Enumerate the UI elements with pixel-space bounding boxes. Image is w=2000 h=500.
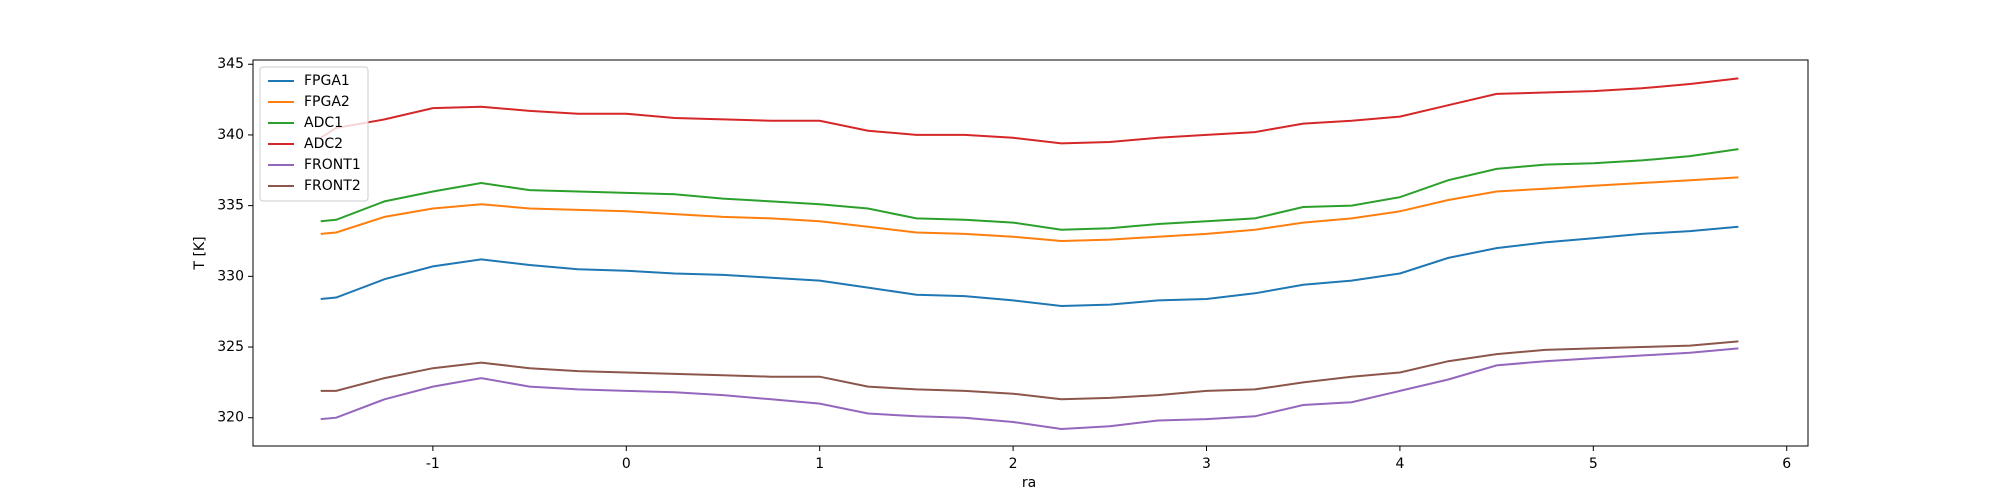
x-tick-label: -1 — [426, 456, 440, 472]
series-line — [320, 347, 1739, 431]
x-tick-label: 3 — [1202, 456, 1211, 472]
legend-label: ADC1 — [304, 115, 343, 131]
y-tick-label: 330 — [217, 268, 244, 284]
x-tick-label: 1 — [815, 456, 824, 472]
x-tick-label: 0 — [622, 456, 631, 472]
series-line — [320, 176, 1739, 243]
plot-frame — [252, 59, 1809, 447]
x-tick-label: 4 — [1395, 456, 1404, 472]
x-tick-label: 5 — [1589, 456, 1598, 472]
legend-label: FRONT2 — [304, 178, 361, 194]
y-tick-label: 320 — [217, 410, 244, 426]
series-line — [320, 340, 1739, 401]
legend-label: ADC2 — [304, 136, 343, 152]
legend-label: FPGA2 — [304, 94, 350, 110]
legend-box — [259, 66, 369, 202]
y-tick-label: 345 — [217, 56, 244, 72]
series-line — [320, 77, 1739, 145]
y-axis-label: T [K] — [192, 236, 208, 270]
series-line — [320, 148, 1739, 231]
x-tick-label: 6 — [1782, 456, 1791, 472]
y-tick-label: 325 — [217, 339, 244, 355]
series-line — [320, 225, 1739, 308]
x-tick-label: 2 — [1009, 456, 1018, 472]
legend-label: FPGA1 — [304, 73, 350, 89]
y-tick-label: 335 — [217, 198, 244, 214]
x-axis-label: ra — [1022, 475, 1036, 491]
y-tick-label: 340 — [217, 127, 244, 143]
legend-label: FRONT1 — [304, 157, 361, 173]
